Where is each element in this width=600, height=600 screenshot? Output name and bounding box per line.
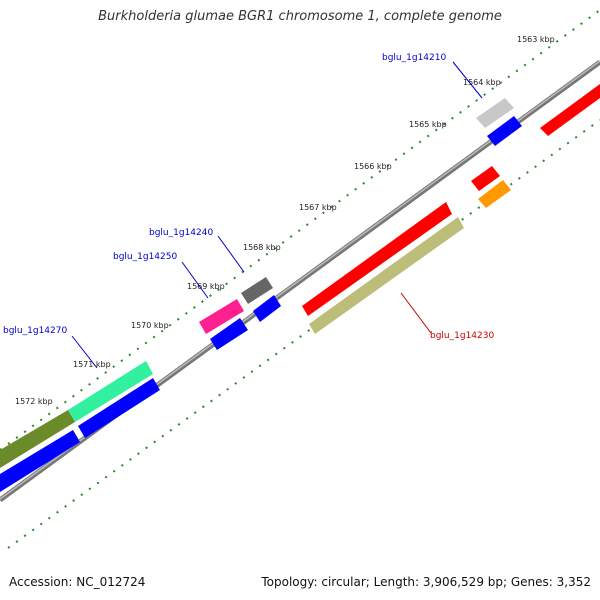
gene-label-bglu-1g14230[interactable]: bglu_1g14230 bbox=[430, 331, 494, 341]
features bbox=[0, 84, 600, 492]
inner-ruler-ticks bbox=[7, 119, 600, 549]
tick-label-1567: 1567 kbp bbox=[299, 203, 337, 212]
leader-bglu-1g14250 bbox=[181, 261, 209, 299]
tick-label-1564: 1564 kbp bbox=[463, 78, 501, 87]
gene-label-bglu-1g14270[interactable]: bglu_1g14270 bbox=[3, 326, 67, 336]
tick-label-1565: 1565 kbp bbox=[409, 120, 447, 129]
leader-bglu-1g14210 bbox=[452, 61, 483, 99]
feature-bglu-1g14230 bbox=[309, 217, 464, 334]
feature-blue-2 bbox=[253, 295, 281, 322]
gene-label-bglu-1g14250[interactable]: bglu_1g14250 bbox=[113, 252, 177, 262]
feature-bglu-1g14250 bbox=[199, 299, 244, 334]
genome-summary-text: Topology: circular; Length: 3,906,529 bp… bbox=[261, 575, 591, 589]
feature-blue-1 bbox=[487, 116, 522, 146]
tick-label-1568: 1568 kbp bbox=[243, 243, 281, 252]
map-title: Burkholderia glumae BGR1 chromosome 1, c… bbox=[98, 9, 502, 24]
leader-bglu-1g14230 bbox=[400, 292, 432, 334]
leader-bglu-1g14240 bbox=[217, 235, 245, 273]
gene-labels: bglu_1g14210 bglu_1g14240 bglu_1g14250 b… bbox=[3, 53, 494, 341]
feature-bglu-1g14270 bbox=[68, 361, 153, 422]
feature-blue-5 bbox=[0, 430, 80, 492]
feature-blue-3 bbox=[210, 318, 248, 350]
feature-bglu-1g14210 bbox=[476, 98, 514, 128]
feature-blue-4 bbox=[78, 378, 160, 438]
gene-label-bglu-1g14210[interactable]: bglu_1g14210 bbox=[382, 53, 446, 63]
tick-label-1570: 1570 kbp bbox=[131, 321, 169, 330]
tick-label-1572: 1572 kbp bbox=[15, 397, 53, 406]
feature-orange bbox=[478, 180, 511, 208]
tick-label-1566: 1566 kbp bbox=[354, 162, 392, 171]
accession-text: Accession: NC_012724 bbox=[9, 575, 146, 589]
feature-red-large bbox=[302, 202, 452, 316]
leader-bglu-1g14270 bbox=[71, 335, 98, 369]
tick-label-1571: 1571 kbp bbox=[73, 360, 111, 369]
tick-label-1563: 1563 kbp bbox=[517, 35, 555, 44]
feature-red-2 bbox=[471, 166, 500, 191]
feature-bglu-1g14240 bbox=[241, 277, 273, 304]
label-leaders bbox=[71, 61, 483, 369]
inner-ruler bbox=[7, 119, 600, 549]
outer-ruler-ticks bbox=[0, 9, 600, 451]
feature-dark-olive bbox=[0, 410, 75, 468]
feature-red-1 bbox=[540, 84, 600, 136]
tick-label-1569: 1569 kbp bbox=[187, 282, 225, 291]
outer-ruler bbox=[0, 9, 600, 451]
gene-label-bglu-1g14240[interactable]: bglu_1g14240 bbox=[149, 228, 213, 238]
ruler-labels: 1563 kbp 1564 kbp 1565 kbp 1566 kbp 1567… bbox=[15, 35, 555, 406]
